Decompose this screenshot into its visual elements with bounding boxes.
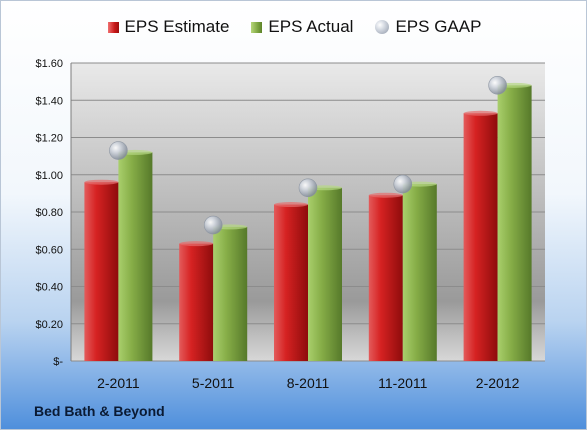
legend-swatch-gaap [375,20,390,34]
bar-eps-actual [118,152,153,361]
marker-eps-gaap [203,215,223,235]
bar-top-eps-estimate [84,179,119,185]
bar-eps-actual [497,85,532,361]
bar-top-eps-estimate [274,202,308,208]
legend-label-gaap: EPS GAAP [395,17,482,36]
bar-eps-estimate [274,204,308,361]
marker-eps-gaap [109,141,128,160]
y-tick-label: $0.60 [35,244,63,256]
bar-eps-estimate [463,113,498,361]
bar-eps-actual [308,187,342,361]
bar-top-eps-estimate [463,110,498,116]
bar-top-eps-estimate [368,192,403,198]
bar-eps-estimate [179,243,214,361]
legend-item-estimate: EPS Estimate [107,17,230,37]
y-tick-label: $1.40 [35,95,63,107]
legend-swatch-actual [251,21,263,33]
x-category-label: 2-2011 [97,375,140,391]
y-tick-label: $1.20 [35,133,63,145]
x-category-label: 11-2011 [378,375,428,391]
bar-eps-actual [213,226,248,361]
marker-eps-gaap [488,76,507,95]
bar-eps-estimate [84,182,119,361]
x-category-label: 8-2011 [287,375,330,391]
x-category-label: 2-2012 [476,375,520,391]
marker-eps-gaap [298,178,318,198]
legend-item-actual: EPS Actual [251,17,353,37]
y-tick-label: $0.80 [35,207,63,219]
legend: EPS Estimate EPS Actual EPS GAAP [1,17,587,37]
company-name: Bed Bath & Beyond [34,403,165,419]
bar-eps-actual [402,184,437,361]
y-tick-label: $0.20 [35,319,63,331]
y-tick-label: $1.60 [35,58,63,70]
y-tick-label: $1.00 [35,170,63,182]
legend-label-estimate: EPS Estimate [124,17,230,36]
x-category-label: 5-2011 [192,375,235,391]
marker-eps-gaap [393,174,413,194]
legend-swatch-estimate [107,21,119,33]
legend-label-actual: EPS Actual [268,17,354,36]
y-tick-label: $0.40 [35,282,63,294]
y-tick-label: $- [53,356,63,368]
bar-eps-estimate [368,195,403,361]
legend-item-gaap: EPS GAAP [375,17,481,37]
bar-top-eps-estimate [179,241,214,247]
